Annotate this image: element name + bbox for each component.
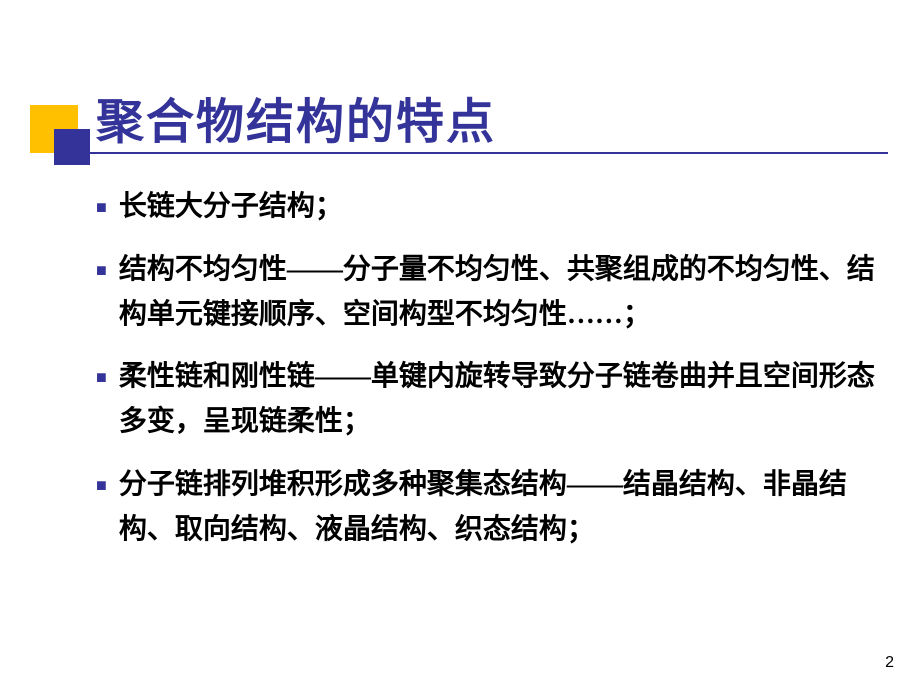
title-block: 聚合物结构的特点: [96, 82, 496, 152]
bullet-marker-icon: ■: [96, 363, 107, 445]
slide-title: 聚合物结构的特点: [96, 82, 496, 152]
accent-square-blue: [54, 129, 90, 165]
bullet-text: 柔性链和刚性链——单键内旋转导致分子链卷曲并且空间形态多变，呈现链柔性；: [119, 355, 886, 445]
bullet-marker-icon: ■: [96, 471, 107, 553]
bullet-marker-icon: ■: [96, 256, 107, 338]
bullet-text: 分子链排列堆积形成多种聚集态结构——结晶结构、非晶结构、取向结构、液晶结构、织态…: [119, 463, 886, 553]
bullet-item: ■ 结构不均匀性——分子量不均匀性、共聚组成的不均匀性、结构单元键接顺序、空间构…: [96, 248, 886, 338]
bullet-text: 长链大分子结构；: [119, 185, 343, 230]
page-number: 2: [885, 654, 894, 672]
bullet-marker-icon: ■: [96, 193, 107, 230]
content-area: ■ 长链大分子结构； ■ 结构不均匀性——分子量不均匀性、共聚组成的不均匀性、结…: [96, 185, 886, 571]
bullet-text: 结构不均匀性——分子量不均匀性、共聚组成的不均匀性、结构单元键接顺序、空间构型不…: [119, 248, 886, 338]
bullet-item: ■ 柔性链和刚性链——单键内旋转导致分子链卷曲并且空间形态多变，呈现链柔性；: [96, 355, 886, 445]
title-underline: [88, 152, 888, 154]
bullet-item: ■ 分子链排列堆积形成多种聚集态结构——结晶结构、非晶结构、取向结构、液晶结构、…: [96, 463, 886, 553]
bullet-item: ■ 长链大分子结构；: [96, 185, 886, 230]
